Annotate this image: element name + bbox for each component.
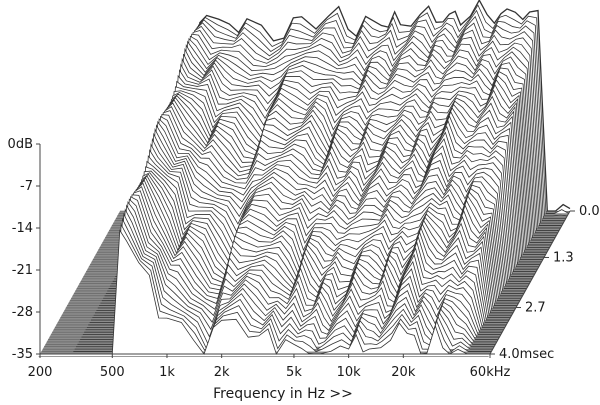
- slice-line: [137, 47, 556, 239]
- slice-line: [130, 74, 549, 251]
- slice-line: [116, 105, 535, 275]
- y-tick-label: -7: [20, 179, 33, 194]
- z-tick-label: 2.7: [525, 301, 546, 316]
- slice-line: [81, 198, 500, 338]
- slice-line: [126, 90, 545, 258]
- slice-line: [99, 160, 518, 306]
- slice-line: [118, 102, 537, 272]
- x-tick-label: 60kHz: [470, 365, 511, 380]
- labels-layer: 0dB -7 -14 -21 -28 -35 200 500 1k 2k 5k 10k 20k 60kHz…: [8, 137, 600, 402]
- x-tick-label: 1k: [159, 365, 175, 380]
- slice-line: [97, 166, 516, 309]
- slice-line: [128, 80, 547, 253]
- slice-line: [133, 63, 552, 246]
- z-tick-label: 1.3: [553, 250, 574, 265]
- slice-line: [100, 154, 519, 304]
- x-tick-label: 10k: [337, 365, 362, 380]
- slice-line: [151, 0, 571, 212]
- slice-line: [145, 29, 564, 224]
- slice-line: [85, 190, 504, 331]
- z-tick-label: 0.0: [579, 204, 600, 219]
- x-tick-label: 20k: [391, 365, 416, 380]
- slice-line: [138, 43, 557, 236]
- slice-line: [122, 95, 541, 265]
- slice-line: [142, 35, 561, 229]
- slice-line: [119, 99, 538, 270]
- slice-line: [124, 91, 543, 260]
- slice-line: [120, 97, 539, 268]
- slice-line: [123, 93, 542, 263]
- y-tick-label: -21: [12, 263, 33, 278]
- slice-line: [95, 172, 514, 314]
- slice-line: [143, 33, 562, 226]
- slice-line: [89, 179, 508, 323]
- slice-fill: [74, 219, 493, 350]
- slice-line: [131, 69, 550, 248]
- axes-layer: [36, 143, 575, 358]
- slice-line: [90, 177, 509, 321]
- x-tick-label: 2k: [214, 365, 230, 380]
- x-tick-label: 200: [28, 365, 53, 380]
- slice-line: [109, 120, 528, 287]
- slice-line: [147, 15, 566, 219]
- slice-line: [150, 4, 569, 214]
- slice-line: [88, 182, 507, 326]
- slice-fill: [76, 214, 495, 347]
- slice-line: [139, 40, 558, 234]
- slice-line: [134, 57, 553, 243]
- slice-line: [111, 118, 530, 285]
- slice-line: [115, 110, 534, 277]
- slice-line: [93, 173, 512, 316]
- x-tick-label: 5k: [286, 365, 302, 380]
- z-axis-line: [489, 210, 571, 355]
- slice-line: [84, 194, 503, 333]
- x-axis-title: Frequency in Hz >>: [213, 386, 353, 402]
- slice-line: [86, 186, 505, 328]
- y-tick-label: 0dB: [8, 137, 33, 152]
- x-tick-label: 500: [100, 365, 125, 380]
- slice-line: [135, 53, 554, 241]
- slice-line: [114, 114, 533, 280]
- slice-line: [108, 124, 527, 289]
- slice-line: [82, 196, 501, 336]
- y-tick-label: -14: [12, 221, 33, 236]
- y-tick-label: -35: [12, 347, 33, 362]
- slice-line: [92, 175, 511, 319]
- z-tick-label: 4.0msec: [499, 347, 554, 362]
- slice-fill: [71, 230, 490, 355]
- slice-line: [112, 115, 531, 282]
- slice-line: [146, 22, 565, 222]
- slice-line: [149, 9, 568, 217]
- y-tick-label: -28: [12, 305, 33, 320]
- slice-line: [127, 86, 546, 256]
- slice-line: [96, 170, 515, 311]
- slice-line: [141, 37, 560, 231]
- slices-layer: [71, 0, 571, 355]
- slice-fill: [73, 224, 492, 352]
